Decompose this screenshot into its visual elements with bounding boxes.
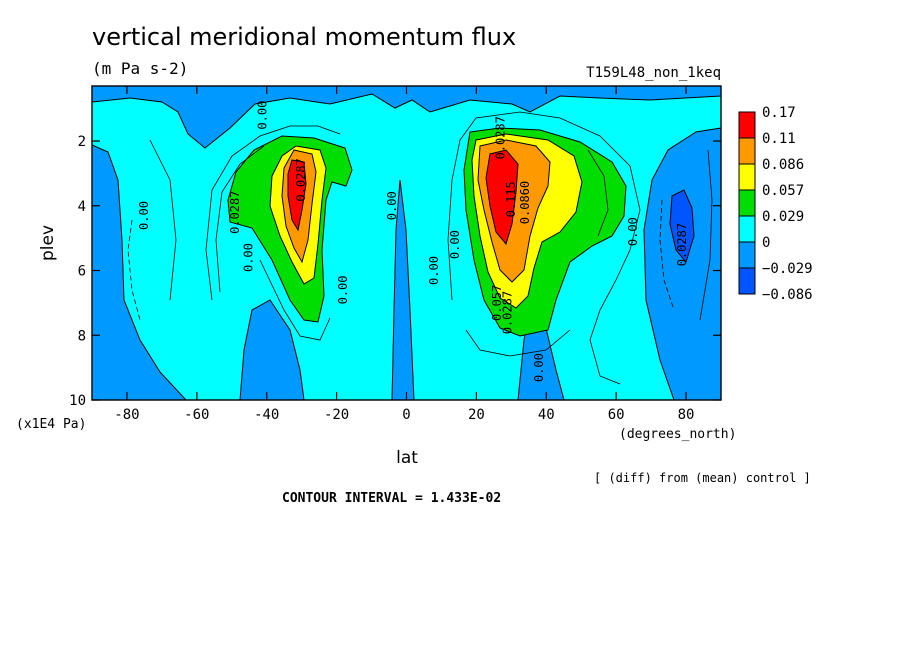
contour-label: 0.0287	[294, 158, 308, 201]
y-units-label: (x1E4 Pa)	[16, 417, 86, 432]
x-tick-label: -20	[324, 407, 349, 423]
region-top-negative	[92, 86, 721, 149]
contour-label: 0.00	[242, 243, 256, 272]
chart-subtitle: (m Pa s-2)	[92, 59, 188, 78]
chart-title: vertical meridional momentum flux	[92, 23, 516, 51]
sh-jet-contours	[227, 135, 353, 323]
x-tick-label: -40	[254, 407, 279, 423]
run-label: T159L48_non_1keq	[586, 65, 721, 81]
colorbar-swatch	[738, 111, 756, 139]
region-equator-column	[391, 179, 415, 400]
x-axis-label: lat	[396, 448, 418, 468]
colorbar-label: −0.086	[762, 287, 813, 303]
y-tick-label: 10	[69, 393, 86, 409]
contour-line-sh-outer	[205, 125, 341, 301]
contour-line-nh-mid	[587, 149, 609, 237]
contour-label: 0.0287	[228, 191, 242, 234]
colorbar-legend: 0.17 0.11 0.086 0.057 0.029 0 −0.029 −0.086	[738, 105, 813, 303]
colorbar-label: 0.17	[762, 105, 796, 121]
x-tick-label: 0	[402, 407, 410, 423]
colorbar-swatch	[738, 267, 756, 295]
contour-label: 0.00	[626, 217, 640, 246]
contour-label: 0.00	[532, 353, 546, 382]
contour-line-polar-north	[699, 149, 713, 321]
x-tick-label: 60	[608, 407, 625, 423]
x-tick-label: -60	[184, 407, 209, 423]
contour-line-south-dashed	[127, 219, 141, 321]
y-tick-label: 6	[78, 264, 86, 280]
contour-label: 0.0287	[493, 116, 507, 159]
contour-label: 0.115	[504, 181, 518, 217]
region-north-pole	[643, 127, 721, 400]
contour-label: 0.057	[490, 285, 504, 321]
x-tick-label: 20	[468, 407, 485, 423]
contour-label: 0.00	[256, 101, 270, 130]
contour-label: 0.00	[427, 256, 441, 285]
region-south-surface	[239, 299, 305, 400]
contour-line-north-dashed	[659, 199, 675, 311]
contour-label: 0.0287	[500, 291, 514, 334]
contour-label: 0.00	[448, 230, 462, 259]
x-tick-label: 80	[678, 407, 695, 423]
region-north-pole-min	[669, 189, 695, 264]
colorbar-swatch	[738, 189, 756, 217]
x-axis: -80 -60 -40 -20 0 20 40 60 80	[114, 86, 694, 423]
contour-label: 0.00	[137, 201, 151, 230]
thin-contour-lines	[127, 111, 713, 385]
contour-line-sh-inner	[215, 145, 265, 293]
sh-red	[287, 159, 307, 232]
colorbar-swatch	[738, 215, 756, 243]
colorbar-label: 0.11	[762, 131, 796, 147]
colorbar-swatch	[738, 137, 756, 165]
y-tick-label: 2	[78, 134, 86, 150]
colorbar-swatch	[738, 241, 756, 269]
nh-jet-contours	[463, 127, 627, 337]
nh-red	[485, 149, 519, 246]
contour-labels: 0.000.02870.000.000.02870.000.000.000.00…	[137, 101, 689, 382]
diff-note: [ (diff) from (mean) control ]	[594, 471, 811, 485]
y-axis: 2 4 6 8 10	[69, 134, 721, 409]
y-tick-label: 8	[78, 328, 86, 344]
x-tick-label: 40	[538, 407, 555, 423]
contour-label: 0.00	[385, 191, 399, 220]
x-tick-label: -80	[114, 407, 139, 423]
colorbar-label: −0.029	[762, 261, 813, 277]
negative-regions	[92, 86, 721, 400]
contour-line-nh-inner	[465, 329, 571, 357]
colorbar-label: 0.057	[762, 183, 804, 199]
region-south-edge	[92, 144, 187, 400]
y-axis-label: plev	[38, 225, 58, 261]
plot-area: 0.000.02870.000.000.02870.000.000.000.00…	[92, 86, 721, 400]
contour-label: 0.0860	[518, 181, 532, 224]
contour-label: 0.0287	[675, 223, 689, 266]
contour-line-polar-south	[149, 139, 177, 301]
contour-line-sh-lower	[259, 259, 331, 341]
y-tick-label: 4	[78, 199, 86, 215]
colorbar-label: 0.086	[762, 157, 804, 173]
contour-label: 0.00	[336, 275, 350, 304]
colorbar-swatch	[738, 163, 756, 191]
contour-interval: CONTOUR INTERVAL = 1.433E-02	[282, 491, 501, 506]
colorbar-label: 0.029	[762, 209, 804, 225]
colorbar-label: 0	[762, 235, 770, 251]
x-units-label: (degrees_north)	[619, 427, 736, 442]
contour-line-nh-outer	[447, 111, 641, 385]
